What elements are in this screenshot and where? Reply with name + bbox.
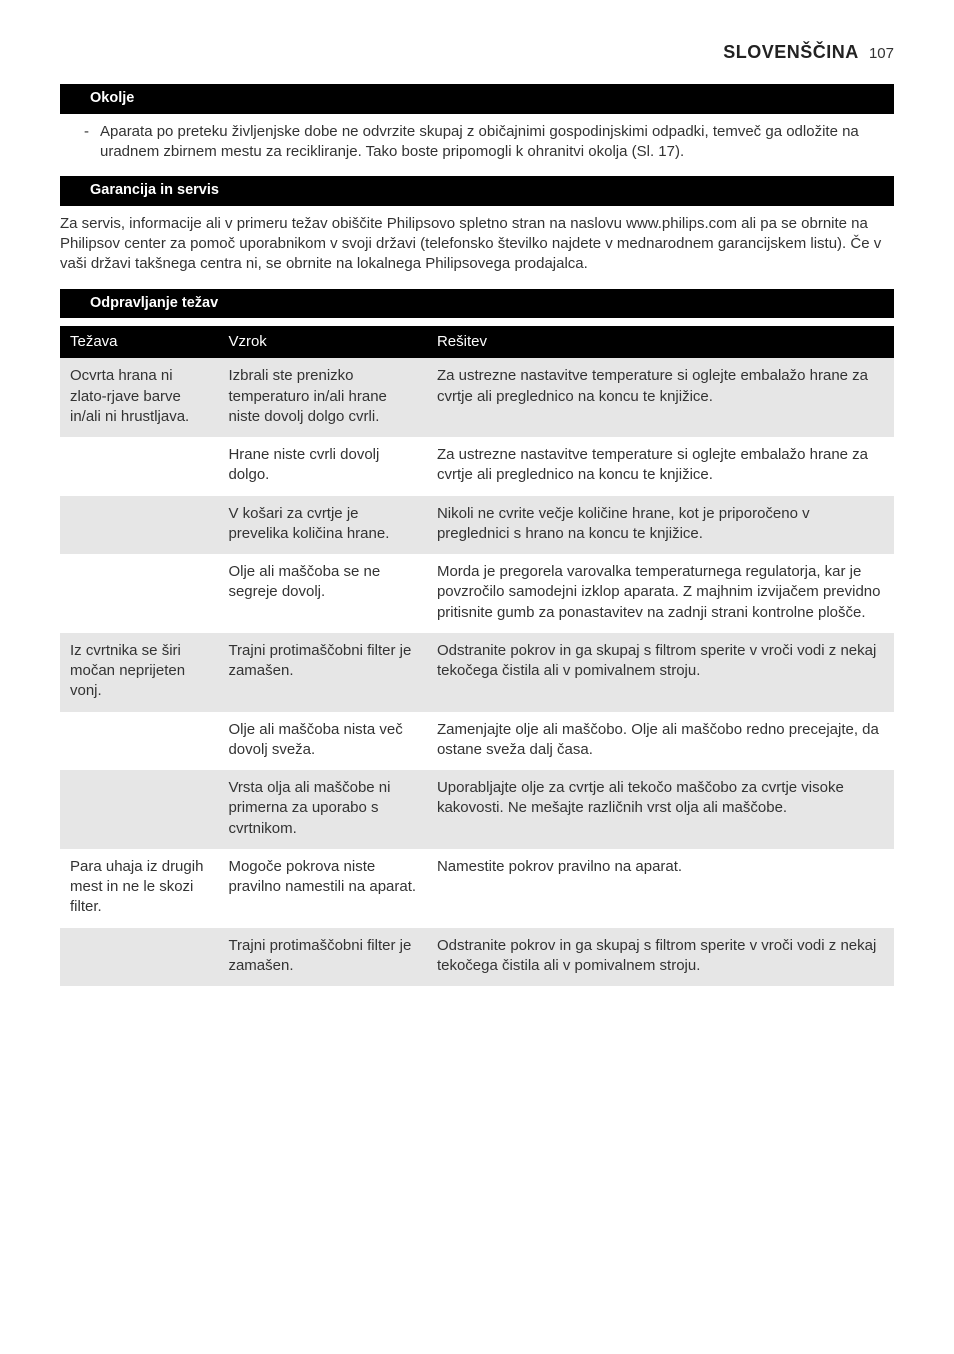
cell-solution: Za ustrezne nastavitve temperature si og…	[427, 437, 894, 496]
cell-cause: Trajni protimaščobni filter je zamašen.	[218, 633, 427, 712]
cell-solution: Za ustrezne nastavitve temperature si og…	[427, 358, 894, 437]
section-title-environment: Okolje	[60, 84, 894, 114]
table-header-row: Težava Vzrok Rešitev	[60, 326, 894, 358]
page-header: SLOVENŠČINA 107	[60, 40, 894, 64]
cell-solution: Odstranite pokrov in ga skupaj s filtrom…	[427, 633, 894, 712]
table-row: Olje ali maščoba nista več dovolj sveža.…	[60, 712, 894, 771]
table-row: Iz cvrtnika se širi močan neprijeten von…	[60, 633, 894, 712]
col-header-problem: Težava	[60, 326, 218, 358]
section-title-warranty: Garancija in servis	[60, 176, 894, 206]
table-row: Para uhaja iz drugih mest in ne le skozi…	[60, 849, 894, 928]
cell-cause: Mogoče pokrova niste pravilno namestili …	[218, 849, 427, 928]
cell-solution: Morda je pregorela varovalka temperaturn…	[427, 554, 894, 633]
cell-problem: Ocvrta hrana ni zlato-rjave barve in/ali…	[60, 358, 218, 437]
col-header-solution: Rešitev	[427, 326, 894, 358]
cell-problem	[60, 770, 218, 849]
cell-problem	[60, 928, 218, 987]
cell-problem: Iz cvrtnika se širi močan neprijeten von…	[60, 633, 218, 712]
table-row: V košari za cvrtje je prevelika količina…	[60, 496, 894, 555]
cell-problem	[60, 554, 218, 633]
cell-cause: Izbrali ste prenizko temperaturo in/ali …	[218, 358, 427, 437]
cell-solution: Namestite pokrov pravilno na aparat.	[427, 849, 894, 928]
table-row: Trajni protimaščobni filter je zamašen. …	[60, 928, 894, 987]
cell-problem: Para uhaja iz drugih mest in ne le skozi…	[60, 849, 218, 928]
table-row: Vrsta olja ali maščobe ni primerna za up…	[60, 770, 894, 849]
cell-cause: Olje ali maščoba se ne segreje dovolj.	[218, 554, 427, 633]
cell-problem	[60, 712, 218, 771]
page-number: 107	[869, 45, 894, 62]
cell-solution: Odstranite pokrov in ga skupaj s filtrom…	[427, 928, 894, 987]
table-row: Ocvrta hrana ni zlato-rjave barve in/ali…	[60, 358, 894, 437]
cell-cause: Vrsta olja ali maščobe ni primerna za up…	[218, 770, 427, 849]
cell-solution: Zamenjajte olje ali maščobo. Olje ali ma…	[427, 712, 894, 771]
cell-cause: V košari za cvrtje je prevelika količina…	[218, 496, 427, 555]
cell-problem	[60, 496, 218, 555]
cell-problem	[60, 437, 218, 496]
section-title-troubleshoot: Odpravljanje težav	[60, 289, 894, 319]
cell-cause: Olje ali maščoba nista več dovolj sveža.	[218, 712, 427, 771]
table-row: Hrane niste cvrli dovolj dolgo. Za ustre…	[60, 437, 894, 496]
cell-cause: Trajni protimaščobni filter je zamašen.	[218, 928, 427, 987]
troubleshoot-table: Težava Vzrok Rešitev Ocvrta hrana ni zla…	[60, 326, 894, 986]
warranty-text: Za servis, informacije ali v primeru tež…	[60, 214, 894, 275]
cell-solution: Nikoli ne cvrite večje količine hrane, k…	[427, 496, 894, 555]
cell-cause: Hrane niste cvrli dovolj dolgo.	[218, 437, 427, 496]
bullet-dash: -	[80, 122, 100, 163]
table-row: Olje ali maščoba se ne segreje dovolj. M…	[60, 554, 894, 633]
cell-solution: Uporabljajte olje za cvrtje ali tekočo m…	[427, 770, 894, 849]
col-header-cause: Vzrok	[218, 326, 427, 358]
environment-text: Aparata po preteku življenjske dobe ne o…	[100, 122, 894, 163]
environment-text-row: - Aparata po preteku življenjske dobe ne…	[80, 122, 894, 163]
page-language: SLOVENŠČINA	[723, 42, 859, 62]
